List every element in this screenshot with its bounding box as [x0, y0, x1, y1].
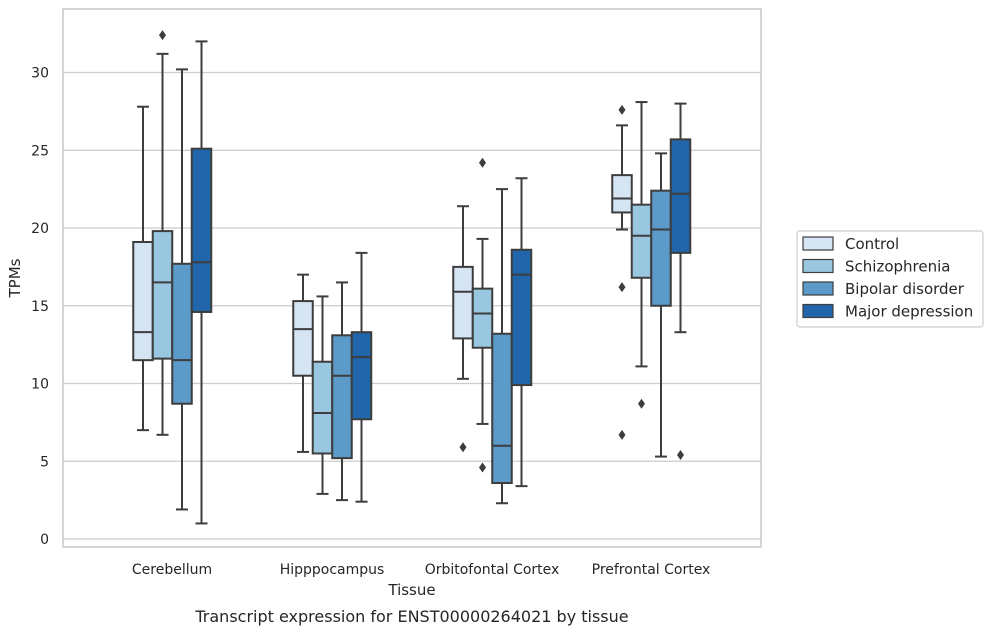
- flier-point-0: [677, 450, 684, 461]
- box-3-1: [350, 251, 373, 503]
- box-iqr: [171, 262, 193, 405]
- box-iqr: [471, 287, 494, 349]
- x-tick-label-2: Orbitofontal Cortex: [425, 562, 560, 578]
- box-2-1: [331, 281, 353, 502]
- x-axis-ticks: Cerebellum Hipppocampus Orbitofontal Corte…: [132, 562, 710, 578]
- box-1-3: [630, 101, 653, 409]
- box-series: [132, 30, 692, 525]
- box-0-0: [132, 105, 154, 432]
- box-iqr: [190, 147, 213, 313]
- box-0-2: [452, 205, 474, 453]
- box-3-0: [190, 40, 213, 525]
- box-2-3: [650, 152, 672, 458]
- box-iqr: [331, 334, 353, 460]
- box-3-3: [669, 102, 692, 461]
- plot-frame: [62, 8, 762, 548]
- flier-point-0: [159, 30, 166, 41]
- y-tick-label-25: 25: [31, 143, 49, 159]
- box-1-0: [151, 30, 174, 436]
- box-iqr: [151, 230, 174, 360]
- box-1-1: [311, 295, 334, 495]
- y-tick-label-20: 20: [31, 221, 49, 237]
- flier-point-0: [479, 157, 486, 168]
- box-2-2: [491, 188, 513, 505]
- x-axis-label: Tissue: [387, 581, 435, 599]
- box-iqr: [630, 203, 653, 279]
- box-iqr: [491, 332, 513, 485]
- legend-swatch-1: [802, 258, 834, 274]
- y-axis-ticks: 0 5 10 15 20 25 30: [31, 66, 49, 549]
- box-iqr: [669, 138, 692, 254]
- legend-label-3: Major depression: [845, 303, 973, 321]
- box-iqr: [311, 360, 334, 455]
- box-3-2: [510, 177, 533, 488]
- box-iqr: [292, 300, 314, 377]
- legend: Control Schizophrenia Bipolar disorder Majo…: [796, 230, 984, 328]
- flier-point-0: [459, 442, 467, 453]
- box-iqr: [650, 189, 672, 307]
- box-0-3: [611, 104, 633, 440]
- flier-point-1: [479, 462, 486, 473]
- legend-swatch-2: [802, 281, 834, 296]
- box-iqr: [132, 240, 154, 362]
- legend-label-0: Control: [845, 235, 899, 253]
- box-iqr: [611, 174, 633, 214]
- chart-caption: Transcript expression for ENST0000026402…: [194, 607, 628, 626]
- legend-frame: [796, 230, 984, 328]
- legend-swatch-3: [802, 303, 834, 319]
- x-tick-label-1: Hipppocampus: [280, 562, 385, 578]
- flier-point-1: [618, 282, 626, 293]
- box-iqr: [350, 331, 373, 421]
- x-tick-label-3: Prefrontal Cortex: [592, 562, 711, 578]
- box-1-2: [471, 157, 494, 473]
- flier-point-0: [638, 398, 645, 409]
- box-iqr: [510, 248, 533, 387]
- box-0-1: [292, 273, 314, 453]
- box-2-0: [171, 68, 193, 511]
- y-tick-label-0: 0: [40, 532, 49, 548]
- flier-point-0: [618, 104, 626, 115]
- y-tick-label-15: 15: [31, 299, 49, 315]
- y-tick-label-5: 5: [40, 454, 49, 470]
- y-tick-label-10: 10: [31, 377, 49, 393]
- legend-label-2: Bipolar disorder: [845, 280, 965, 298]
- x-tick-label-0: Cerebellum: [132, 562, 212, 578]
- box-iqr: [452, 265, 474, 340]
- flier-point-2: [618, 429, 626, 440]
- legend-swatch-0: [802, 236, 834, 251]
- y-tick-label-30: 30: [31, 66, 49, 82]
- y-axis-label: TPMs: [6, 258, 24, 298]
- legend-label-1: Schizophrenia: [845, 258, 950, 276]
